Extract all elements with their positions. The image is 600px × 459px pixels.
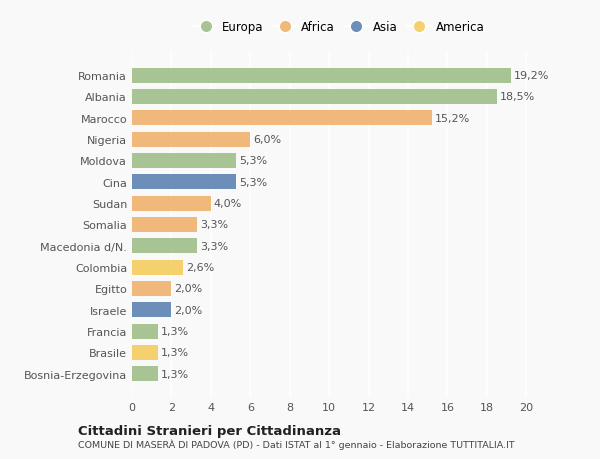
Text: 5,3%: 5,3% [239,177,268,187]
Bar [132,345,158,360]
Bar [132,111,431,126]
Text: 15,2%: 15,2% [434,113,470,123]
Text: 18,5%: 18,5% [500,92,535,102]
Legend: Europa, Africa, Asia, America: Europa, Africa, Asia, America [191,19,487,37]
Bar [132,239,197,254]
Bar [132,175,236,190]
Bar [132,132,250,147]
Bar [132,68,511,84]
Text: 2,0%: 2,0% [175,305,203,315]
Text: 4,0%: 4,0% [214,199,242,208]
Text: 1,3%: 1,3% [161,347,189,358]
Text: 6,0%: 6,0% [253,135,281,145]
Bar [132,218,197,232]
Text: 19,2%: 19,2% [514,71,549,81]
Text: 2,6%: 2,6% [186,263,214,273]
Bar [132,366,158,381]
Text: Cittadini Stranieri per Cittadinanza: Cittadini Stranieri per Cittadinanza [78,424,341,437]
Bar [132,154,236,168]
Text: 1,3%: 1,3% [161,369,189,379]
Text: 3,3%: 3,3% [200,220,228,230]
Text: 1,3%: 1,3% [161,326,189,336]
Text: COMUNE DI MASERÀ DI PADOVA (PD) - Dati ISTAT al 1° gennaio - Elaborazione TUTTIT: COMUNE DI MASERÀ DI PADOVA (PD) - Dati I… [78,439,515,449]
Bar [132,196,211,211]
Text: 5,3%: 5,3% [239,156,268,166]
Bar [132,260,183,275]
Bar [132,324,158,339]
Text: 3,3%: 3,3% [200,241,228,251]
Bar [132,281,172,296]
Text: 2,0%: 2,0% [175,284,203,294]
Bar [132,90,497,105]
Bar [132,302,172,318]
